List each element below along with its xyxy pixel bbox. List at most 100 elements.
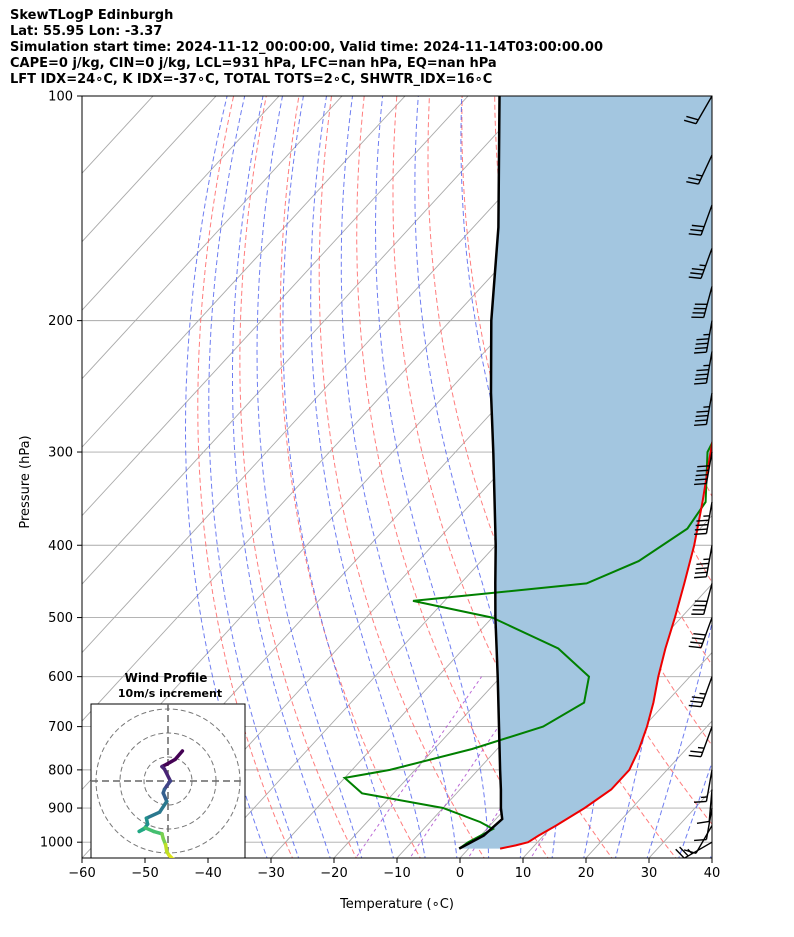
title-line-cape: CAPE=0 j/kg, CIN=0 j/kg, LCL=931 hPa, LF… [10, 56, 497, 71]
wind-barb [688, 617, 713, 649]
temperature-line [499, 438, 712, 850]
wind-barb-flag [694, 571, 708, 574]
x-tick-label: −50 [131, 866, 158, 881]
moist-adiabat-line [232, 96, 331, 858]
wind-barb-flag [694, 482, 707, 486]
wind-barb-flag [690, 228, 703, 232]
wind-barb-staff [705, 451, 713, 484]
y-tick-label: 500 [48, 611, 73, 626]
wind-barb-flag [690, 272, 703, 275]
dry-adiabat-line [784, 79, 794, 861]
wind-barb-flag [690, 641, 703, 645]
axes: −60 −50 −40 −30 −20 −10 0 10 20 30 40 100 200 300 400 5… [40, 90, 720, 882]
wind-barb-flag [688, 704, 702, 708]
cape-shading [459, 96, 712, 849]
wind-barb [688, 248, 713, 280]
wind-barb [691, 583, 713, 616]
isotherm-line [711, 857, 712, 858]
y-tick-label: 400 [48, 539, 73, 554]
wind-barb-flag [675, 848, 685, 859]
isotherm-line [82, 96, 406, 448]
wind-barb-flag [695, 523, 709, 527]
wind-barb-half-flag [697, 746, 705, 749]
isotherm-line [82, 96, 469, 517]
wind-barb-flag [688, 233, 702, 236]
x-axis-label: Temperature (∘C) [339, 897, 454, 912]
wind-barb [694, 807, 713, 842]
wind-barb-staff [705, 807, 713, 840]
wind-barb-staff [703, 286, 713, 318]
y-tick-label: 200 [48, 314, 73, 329]
wind-barb-flag [696, 519, 709, 522]
wind-barb-flag [696, 410, 709, 413]
hodograph-inset: Wind Profile 10m/s increment [90, 671, 246, 859]
y-tick-label: 800 [48, 763, 73, 778]
dry-adiabat-line [318, 96, 485, 858]
x-tick-label: −40 [194, 866, 221, 881]
dry-adiabat-line [279, 96, 421, 858]
wind-barb-flag [686, 115, 699, 121]
wind-barb [694, 769, 713, 803]
y-tick-label: 600 [48, 670, 73, 685]
wind-barb-flag [694, 423, 707, 427]
wind-barb [694, 545, 713, 579]
wind-barb-flag [688, 754, 702, 758]
hodograph-segment [157, 799, 169, 814]
x-tick-label: 10 [515, 866, 532, 881]
wind-barb-staff [700, 617, 713, 648]
y-tick-label: 1000 [40, 836, 73, 851]
wind-barb-flag [694, 351, 707, 354]
x-tick-label: −30 [257, 866, 284, 881]
dewpoint-line [342, 441, 712, 850]
x-tick-label: −20 [320, 866, 347, 881]
wind-barb-flag [690, 700, 703, 704]
wind-barb [683, 95, 713, 125]
wind-barb-staff [705, 392, 713, 425]
wind-barb-half-flag [696, 174, 703, 177]
wind-barb [688, 676, 713, 708]
hodograph-title: Wind Profile [125, 671, 208, 685]
dry-adiabat-line [720, 79, 794, 861]
wind-barb-flag [694, 528, 708, 531]
moist-adiabat-line [678, 761, 712, 858]
wind-barb-flag [695, 473, 709, 477]
wind-barb [694, 451, 713, 486]
moist-adiabat-line [340, 96, 458, 858]
wind-barb-flag [688, 645, 702, 649]
wind-barb-staff [705, 351, 713, 384]
hodograph-subtitle: 10m/s increment [118, 687, 222, 700]
x-tick-label: 0 [456, 866, 464, 881]
wind-barb-flag [693, 632, 706, 636]
wind-barb-flag [694, 532, 707, 536]
moist-adiabat-line [374, 96, 490, 858]
wind-barb-staff [697, 154, 713, 185]
x-tick-label: 30 [641, 866, 658, 881]
wind-barbs [675, 95, 713, 859]
hodograph-segment [144, 810, 162, 820]
wind-barb-flag [688, 176, 701, 181]
wind-barb-staff [700, 204, 713, 236]
wind-barb [688, 204, 713, 236]
isotherm-line [82, 96, 595, 654]
dry-adiabat-line [197, 96, 294, 858]
wind-barb [694, 392, 713, 427]
wind-barb-flag [691, 637, 705, 640]
wind-barb-flag [695, 373, 709, 376]
wind-barb-flag [686, 181, 699, 185]
wind-barb-staff [705, 320, 713, 353]
wind-barb-flag [694, 576, 707, 579]
isotherm-line [82, 96, 343, 380]
wind-barb-half-flag [699, 692, 706, 695]
hodograph-plot [91, 704, 245, 858]
cin-shaded-area [459, 96, 712, 849]
hodograph-segment [162, 767, 173, 783]
x-tick-label: −10 [383, 866, 410, 881]
wind-barb [675, 841, 713, 859]
x-tick-label: 40 [704, 866, 721, 881]
y-axis-label: Pressure (hPa) [18, 435, 33, 528]
wind-barb-flag [694, 478, 708, 481]
wind-barb-staff [695, 95, 713, 125]
title-line-location: Lat: 55.95 Lon: -3.37 [10, 24, 163, 39]
isotherm-line [82, 96, 532, 585]
